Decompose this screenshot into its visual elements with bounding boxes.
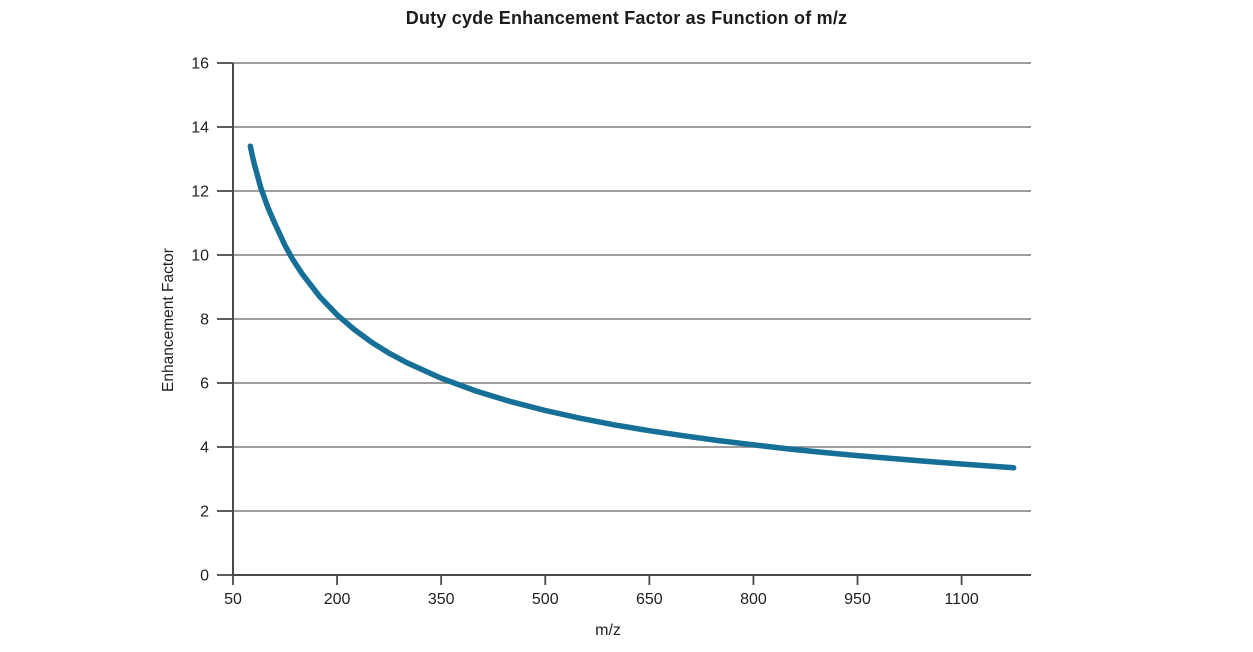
chart-title: Duty cyde Enhancement Factor as Function… xyxy=(405,8,848,28)
tick-labels-group: 0 2 4 6 8 10 12 14 16 50 200 350 500 650 800 950 1100 xyxy=(191,56,979,609)
y-tick-label: 14 xyxy=(191,120,209,137)
x-tick-label: 800 xyxy=(740,591,767,608)
y-tick-label: 4 xyxy=(200,440,209,457)
series-group xyxy=(247,143,1017,471)
x-axis-label: m/z xyxy=(595,622,621,639)
y-tick-label: 6 xyxy=(200,376,209,393)
ticks-group xyxy=(217,62,963,585)
series-line xyxy=(247,143,1017,471)
x-tick-label: 650 xyxy=(636,591,663,608)
y-tick-label: 0 xyxy=(200,568,209,585)
x-tick-label: 500 xyxy=(532,591,559,608)
y-tick-label: 8 xyxy=(200,312,209,329)
y-tick-label: 2 xyxy=(200,504,209,521)
x-tick-label: 200 xyxy=(324,591,351,608)
x-tick-label: 950 xyxy=(844,591,871,608)
x-tick-label: 1100 xyxy=(944,591,979,608)
x-tick-label: 350 xyxy=(428,591,455,608)
y-tick-label: 10 xyxy=(191,248,209,265)
gridlines-group xyxy=(233,62,1031,512)
y-tick-label: 12 xyxy=(191,184,209,201)
y-tick-label: 16 xyxy=(191,56,209,73)
x-tick-label: 50 xyxy=(224,591,242,608)
